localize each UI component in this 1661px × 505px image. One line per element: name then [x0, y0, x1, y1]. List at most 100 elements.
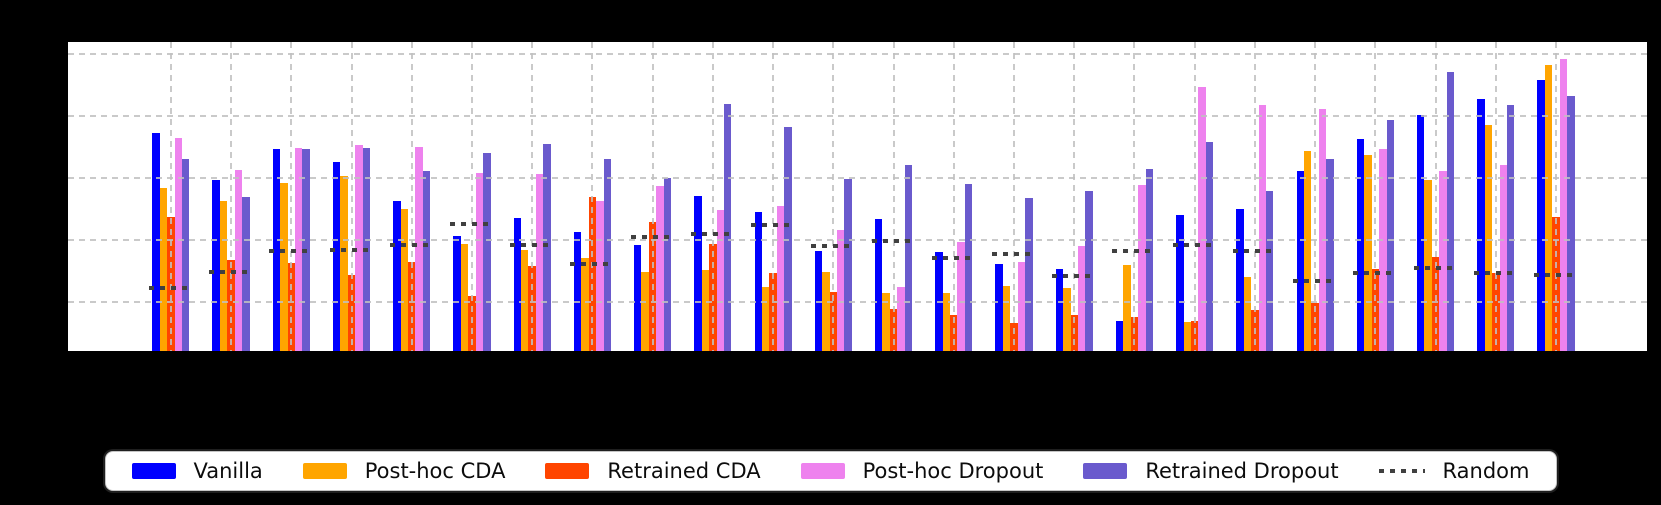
bar-post-hoc-cda — [942, 292, 951, 351]
bar-retrained-dropout — [543, 144, 551, 351]
bar-post-hoc-dropout — [1318, 109, 1327, 351]
v-gridline — [952, 42, 955, 351]
bar-post-hoc-dropout — [234, 169, 243, 351]
h-gridline — [68, 239, 1647, 242]
legend-label: Retrained Dropout — [1145, 458, 1339, 483]
bar-post-hoc-dropout — [1198, 87, 1206, 351]
bar-post-hoc-dropout — [656, 186, 664, 351]
bar-retrained-dropout — [483, 152, 491, 351]
bar-post-hoc-cda — [1544, 65, 1553, 351]
bar-retrained-dropout — [1446, 71, 1455, 351]
bar-post-hoc-cda — [581, 258, 589, 351]
bar-vanilla — [1356, 139, 1365, 351]
bar-post-hoc-dropout — [1258, 105, 1267, 351]
bar-retrained-dropout — [422, 171, 431, 351]
v-gridline — [1314, 42, 1317, 351]
random-line-layer — [68, 42, 1647, 351]
retrained-cda-swatch-icon — [545, 463, 590, 479]
bar-post-hoc-dropout — [1077, 245, 1086, 351]
random-level-marker — [148, 285, 193, 290]
v-gridline — [1555, 42, 1557, 351]
random-level-marker — [1112, 248, 1157, 253]
v-gridline — [591, 42, 594, 351]
bar-vanilla — [814, 251, 823, 351]
legend-item-retrained-dropout: Retrained Dropout — [1083, 458, 1339, 483]
bar-vanilla — [573, 232, 582, 351]
v-gridline — [1494, 42, 1497, 351]
legend-item-post-hoc-cda: Post-hoc CDA — [302, 460, 505, 482]
random-level-marker — [209, 270, 254, 275]
bar-vanilla — [332, 161, 341, 351]
v-gridline — [230, 42, 233, 351]
h-gridline — [68, 52, 1647, 55]
bar-post-hoc-cda — [1063, 287, 1071, 351]
bar-post-hoc-dropout — [837, 229, 845, 351]
v-gridline — [169, 42, 172, 351]
bar-post-hoc-cda — [1484, 125, 1493, 351]
bar-post-hoc-dropout — [1138, 185, 1146, 351]
bar-vanilla — [874, 218, 883, 351]
bar-post-hoc-dropout — [415, 146, 423, 351]
bar-post-hoc-cda — [400, 208, 409, 351]
bar-retrained-dropout — [1145, 168, 1154, 351]
grid-layer — [68, 42, 1647, 351]
bar-post-hoc-dropout — [1379, 149, 1387, 351]
v-gridline — [470, 42, 473, 351]
random-level-marker — [871, 238, 916, 243]
bar-post-hoc-cda — [1123, 265, 1131, 351]
legend-item-vanilla: Vanilla — [131, 458, 263, 483]
v-gridline — [832, 42, 835, 351]
post-hoc-dropout-swatch-icon — [800, 463, 845, 479]
random-level-marker — [329, 248, 374, 253]
v-gridline — [711, 42, 714, 351]
legend-label: Vanilla — [193, 458, 263, 483]
post-hoc-cda-swatch-icon — [302, 463, 347, 479]
v-gridline — [1073, 42, 1076, 351]
v-gridline — [1013, 42, 1015, 351]
bar-vanilla — [1477, 98, 1485, 351]
bar-retrained-dropout — [1025, 197, 1033, 351]
bar-vanilla — [1115, 320, 1124, 351]
v-gridline — [1193, 42, 1196, 351]
bar-retrained-dropout — [1326, 158, 1334, 351]
bar-vanilla — [634, 244, 642, 351]
v-gridline — [1434, 42, 1437, 351]
bar-post-hoc-cda — [1424, 179, 1432, 351]
bar-retrained-dropout — [182, 159, 190, 351]
bar-post-hoc-cda — [340, 175, 348, 351]
bar-post-hoc-cda — [521, 249, 529, 351]
plot-area — [67, 41, 1648, 352]
h-gridline — [68, 176, 1647, 179]
bar-post-hoc-dropout — [475, 172, 484, 351]
random-level-marker — [450, 222, 494, 226]
v-gridline — [531, 42, 534, 351]
random-level-marker — [1413, 265, 1458, 270]
bar-retrained-dropout — [1386, 120, 1394, 351]
legend: Vanilla Post-hoc CDA Retrained CDA Post-… — [104, 451, 1557, 491]
random-level-marker — [1534, 273, 1578, 278]
bar-post-hoc-dropout — [1559, 58, 1568, 351]
bar-vanilla — [1055, 268, 1064, 351]
legend-label: Random — [1442, 458, 1530, 483]
bar-post-hoc-cda — [1243, 277, 1252, 351]
bar-vanilla — [1537, 79, 1545, 351]
bar-retrained-dropout — [1085, 190, 1093, 351]
random-level-marker — [811, 244, 856, 249]
random-level-marker — [931, 256, 976, 261]
bar-retrained-dropout — [603, 158, 612, 351]
bar-post-hoc-cda — [1303, 151, 1312, 351]
bar-retrained-dropout — [784, 126, 792, 351]
random-level-marker — [389, 242, 434, 247]
bar-post-hoc-dropout — [535, 174, 544, 351]
bar-retrained-dropout — [964, 184, 973, 351]
bar-post-hoc-dropout — [776, 206, 785, 351]
v-gridline — [1374, 42, 1377, 351]
bar-post-hoc-cda — [1002, 285, 1011, 351]
bar-post-hoc-cda — [882, 293, 890, 351]
bar-vanilla — [1236, 208, 1244, 351]
bar-post-hoc-cda — [761, 287, 770, 351]
v-gridline — [892, 42, 895, 351]
v-gridline — [290, 42, 293, 351]
bar-post-hoc-cda — [219, 201, 228, 351]
